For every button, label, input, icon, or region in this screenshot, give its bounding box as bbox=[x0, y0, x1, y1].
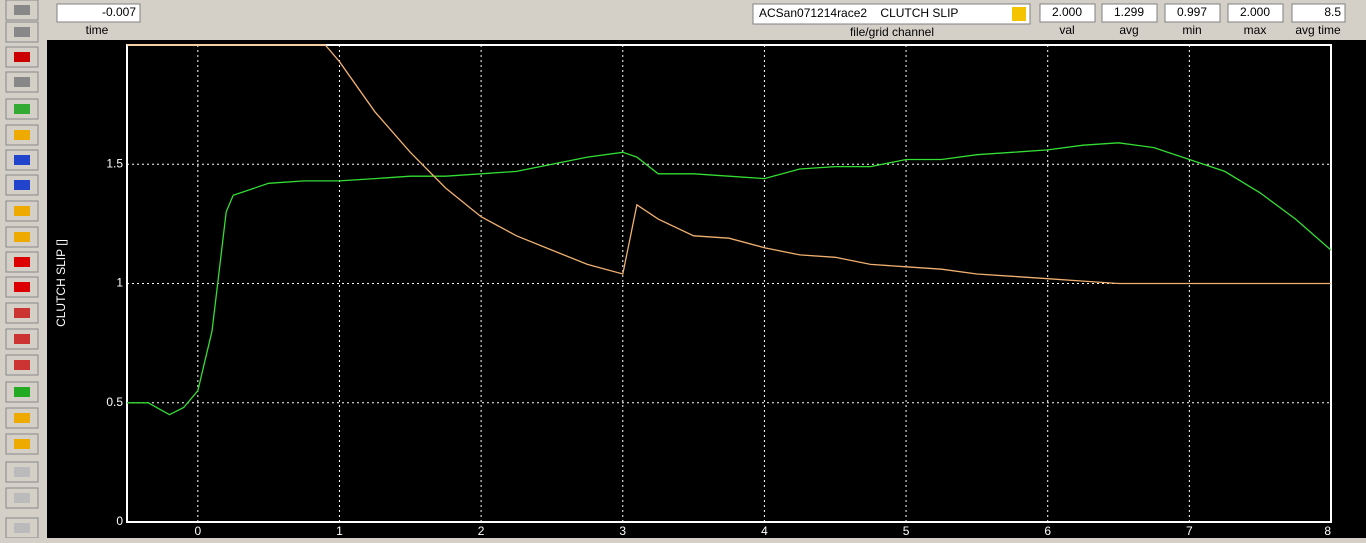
toolbar-icon bbox=[14, 155, 30, 165]
toolbar-icon bbox=[14, 282, 30, 292]
avg-time-label: avg time bbox=[1295, 23, 1341, 37]
y-axis-label: CLUTCH SLIP [] bbox=[54, 239, 68, 327]
val-field bbox=[1039, 3, 1096, 23]
y-tick-label: 1 bbox=[116, 276, 123, 290]
toolbar-icon bbox=[14, 360, 30, 370]
channel-color bbox=[1012, 7, 1026, 21]
chart-background bbox=[47, 40, 1366, 538]
toolbar-icon bbox=[14, 104, 30, 114]
x-tick-label: 8 bbox=[1324, 524, 1331, 538]
toolbar-icon bbox=[14, 413, 30, 423]
channel-label: file/grid channel bbox=[850, 25, 934, 39]
y-tick-label: 1.5 bbox=[106, 156, 123, 170]
avg-time-value: 8.5 bbox=[1324, 5, 1341, 19]
channel-value: ACSan071214race2 CLUTCH SLIP bbox=[759, 6, 958, 20]
max-value: 2.000 bbox=[1240, 5, 1270, 19]
toolbar-icon bbox=[14, 467, 30, 477]
y-tick-label: 0 bbox=[116, 514, 123, 528]
avg-label: avg bbox=[1119, 23, 1138, 37]
x-tick-label: 7 bbox=[1186, 524, 1193, 538]
toolbar-icon bbox=[14, 257, 30, 267]
toolbar bbox=[5, 0, 39, 539]
avg-time-field bbox=[1291, 3, 1346, 23]
x-tick-label: 5 bbox=[903, 524, 910, 538]
series-line bbox=[127, 44, 1331, 285]
toolbar-icon bbox=[14, 308, 30, 318]
toolbar-icon bbox=[14, 387, 30, 397]
time-label: time bbox=[86, 23, 109, 37]
toolbar-icon bbox=[14, 232, 30, 242]
toolbar-icon bbox=[14, 130, 30, 140]
toolbar-icon bbox=[14, 77, 30, 87]
time-field[interactable] bbox=[56, 3, 141, 23]
x-tick-label: 1 bbox=[336, 524, 343, 538]
toolbar-icon bbox=[14, 523, 30, 533]
min-value: 0.997 bbox=[1177, 5, 1207, 19]
max-label: max bbox=[1244, 23, 1267, 37]
avg-field bbox=[1101, 3, 1158, 23]
series-line bbox=[127, 142, 1332, 416]
x-tick-label: 6 bbox=[1044, 524, 1051, 538]
x-tick-label: 4 bbox=[761, 524, 768, 538]
avg-value: 1.299 bbox=[1114, 5, 1144, 19]
val-value: 2.000 bbox=[1052, 5, 1082, 19]
toolbar-icon bbox=[14, 52, 30, 62]
x-tick-label: 2 bbox=[478, 524, 485, 538]
channel-field[interactable] bbox=[752, 3, 1031, 25]
time-value: -0.007 bbox=[102, 5, 136, 19]
toolbar-icon bbox=[14, 334, 30, 344]
toolbar-icon bbox=[14, 5, 30, 15]
toolbar-icon bbox=[14, 180, 30, 190]
min-field bbox=[1164, 3, 1221, 23]
toolbar-icon bbox=[14, 439, 30, 449]
min-label: min bbox=[1182, 23, 1201, 37]
x-tick-label: 3 bbox=[619, 524, 626, 538]
toolbar-icon bbox=[14, 206, 30, 216]
toolbar-icon bbox=[14, 493, 30, 503]
x-tick-label: 0 bbox=[194, 524, 201, 538]
y-tick-label: 0.5 bbox=[106, 395, 123, 409]
max-field bbox=[1227, 3, 1284, 23]
val-label: val bbox=[1059, 23, 1074, 37]
toolbar-icon bbox=[14, 27, 30, 37]
